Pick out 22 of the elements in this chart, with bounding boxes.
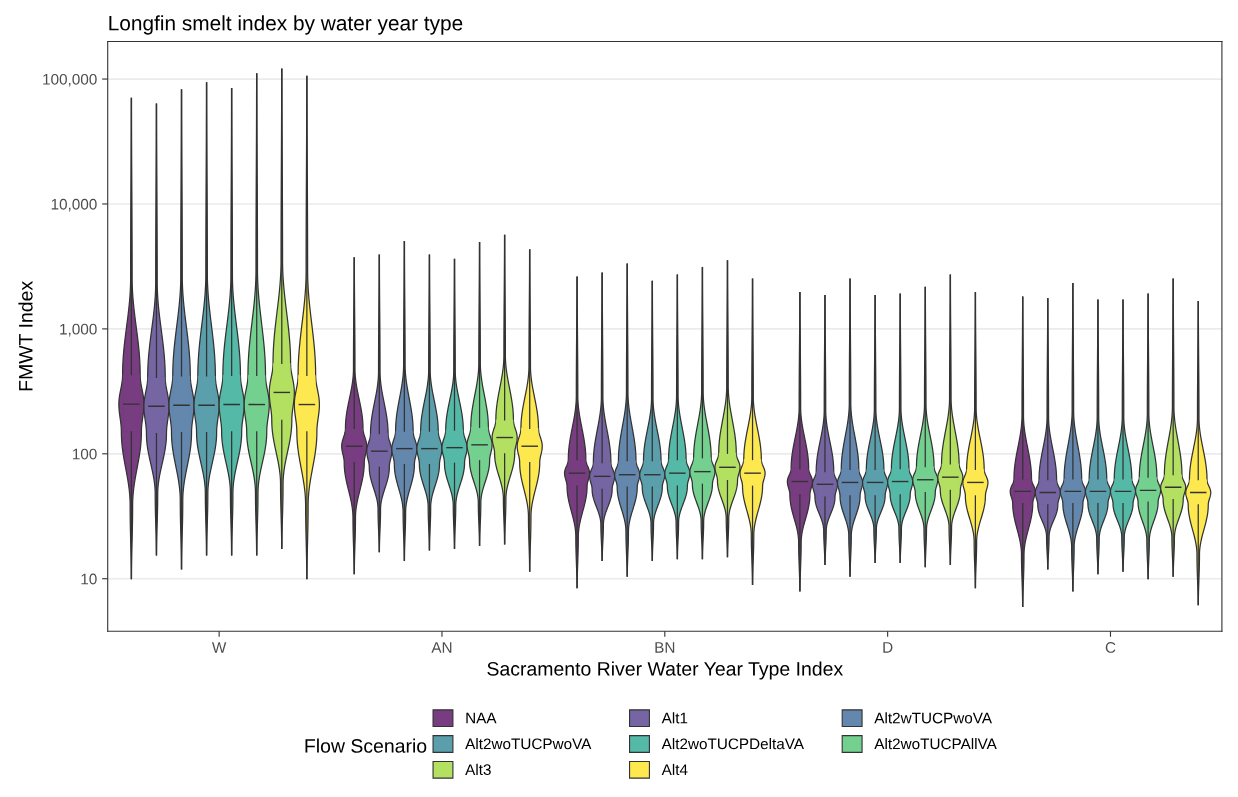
legend-label: Alt2wTUCPwoVA bbox=[874, 712, 992, 724]
y-tick-label: 100,000 bbox=[43, 73, 97, 87]
x-tick-label: C bbox=[1105, 642, 1116, 653]
y-tick-label: 10,000 bbox=[51, 198, 97, 212]
y-tick-label: 10 bbox=[81, 573, 97, 585]
legend-label: Alt2woTUCPAllVA bbox=[874, 738, 997, 750]
legend-label: NAA bbox=[466, 712, 497, 724]
x-tick-label: D bbox=[883, 642, 893, 653]
legend-title: Flow Scenario bbox=[305, 738, 427, 753]
x-tick-label: AN bbox=[431, 642, 452, 653]
legend-label: Alt2woTUCPDeltaVA bbox=[661, 738, 804, 750]
chart-title: Longfin smelt index by water year type bbox=[109, 15, 463, 35]
legend-label: Alt2woTUCPwoVA bbox=[465, 738, 592, 750]
x-tick-label: BN bbox=[655, 642, 675, 653]
y-tick-label: 1,000 bbox=[60, 323, 97, 337]
y-axis-title: FMWT Index bbox=[18, 281, 33, 391]
legend-label: Alt4 bbox=[661, 763, 688, 776]
x-axis-title: Sacramento River Water Year Type Index bbox=[487, 661, 843, 680]
legend-label: Alt3 bbox=[465, 763, 491, 776]
legend-label: Alt1 bbox=[661, 712, 688, 724]
x-tick-label: W bbox=[211, 642, 227, 653]
y-tick-label: 100 bbox=[72, 448, 97, 460]
